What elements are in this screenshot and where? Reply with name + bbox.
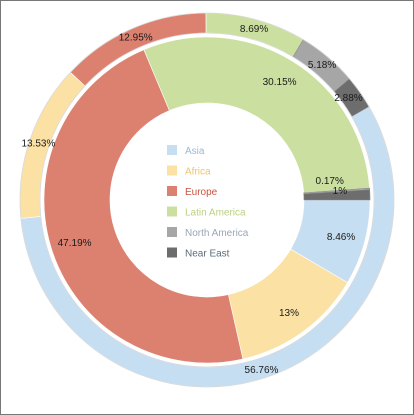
inner-label-europe: 47.19% (58, 238, 92, 249)
outer-label-near-east: 2.88% (334, 93, 362, 104)
inner-label-africa: 13% (279, 308, 299, 319)
legend-swatch-europe (167, 186, 177, 196)
legend: Asia Africa Europe Latin America North Ameri… (167, 145, 249, 260)
outer-ring (19, 12, 395, 388)
outer-label-africa: 13.53% (21, 138, 55, 149)
outer-label-asia: 56.76% (245, 365, 279, 376)
legend-swatch-asia (167, 145, 177, 155)
legend-swatch-latin-america (167, 206, 177, 217)
outer-ring-outline-inner-edge (39, 32, 375, 368)
legend-label-near-east: Near East (185, 249, 230, 260)
legend-label-europe: Europe (185, 187, 218, 198)
inner-ring (43, 36, 371, 364)
outer-label-latin-america: 8.69% (240, 24, 268, 35)
legend-label-north-america: North America (185, 228, 249, 239)
outer-label-europe: 12.95% (119, 32, 153, 43)
inner-slice-europe[interactable] (43, 49, 244, 364)
inner-label-north-america: 0.17% (316, 176, 344, 187)
outer-label-north-america: 5.18% (308, 60, 336, 71)
legend-swatch-near-east (167, 247, 177, 258)
legend-swatch-north-america (167, 227, 177, 237)
inner-label-near-east: 1% (333, 186, 348, 197)
legend-label-africa: Africa (185, 167, 211, 178)
legend-label-latin-america: Latin America (185, 208, 246, 219)
legend-label-asia: Asia (185, 146, 205, 157)
inner-slice-latin-america[interactable] (143, 36, 370, 194)
inner-label-asia: 8.46% (327, 232, 355, 243)
outer-ring-outline-edge (19, 12, 395, 388)
legend-swatch-africa (167, 165, 177, 176)
inner-slice-near-east[interactable] (303, 189, 371, 201)
inner-label-latin-america: 30.15% (263, 77, 297, 88)
slice-labels: 56.76% 13.53% 12.95% 8.69% 5.18% 2.88% 8.46% 13… (21, 24, 362, 376)
